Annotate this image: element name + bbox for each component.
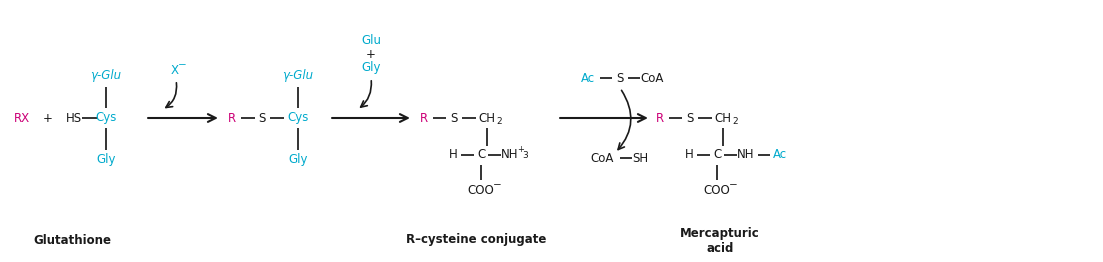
Text: Ac: Ac [581,72,595,85]
Text: H: H [685,149,694,161]
Text: +: + [43,112,53,124]
Text: 3: 3 [522,151,528,161]
Text: CH: CH [715,112,731,124]
Text: acid: acid [706,242,733,254]
Text: Gly: Gly [362,62,381,74]
Text: R: R [228,112,236,124]
Text: S: S [617,72,623,85]
Text: 2: 2 [732,117,738,127]
Text: X: X [171,63,179,77]
Text: Glutathione: Glutathione [33,233,111,247]
Text: γ-Glu: γ-Glu [282,69,313,83]
Text: C: C [476,149,485,161]
Text: Gly: Gly [288,154,308,166]
Text: S: S [258,112,266,124]
Text: 2: 2 [496,117,502,127]
Text: Mercapturic: Mercapturic [681,227,760,239]
Text: S: S [450,112,458,124]
Text: COO: COO [468,183,494,196]
Text: S: S [686,112,694,124]
Text: Cys: Cys [95,112,117,124]
Text: COO: COO [704,183,730,196]
Text: Glu: Glu [361,34,381,46]
Text: R–cysteine conjugate: R–cysteine conjugate [406,233,546,247]
Text: Cys: Cys [287,112,309,124]
Text: γ-Glu: γ-Glu [90,69,121,83]
Text: −: − [178,60,186,70]
Text: CH: CH [479,112,495,124]
Text: +: + [517,145,524,154]
Text: CoA: CoA [590,151,613,165]
Text: Gly: Gly [96,154,116,166]
Text: −: − [729,180,738,190]
Text: HS: HS [66,112,82,124]
Text: Ac: Ac [773,149,788,161]
Text: −: − [493,180,502,190]
Text: C: C [713,149,721,161]
Text: SH: SH [632,151,649,165]
Text: R: R [656,112,664,124]
Text: R: R [420,112,428,124]
Text: RX: RX [14,112,30,124]
Text: H: H [449,149,458,161]
Text: CoA: CoA [641,72,664,85]
Text: NH: NH [737,149,754,161]
Text: +: + [366,47,376,61]
Text: NH: NH [501,149,518,161]
